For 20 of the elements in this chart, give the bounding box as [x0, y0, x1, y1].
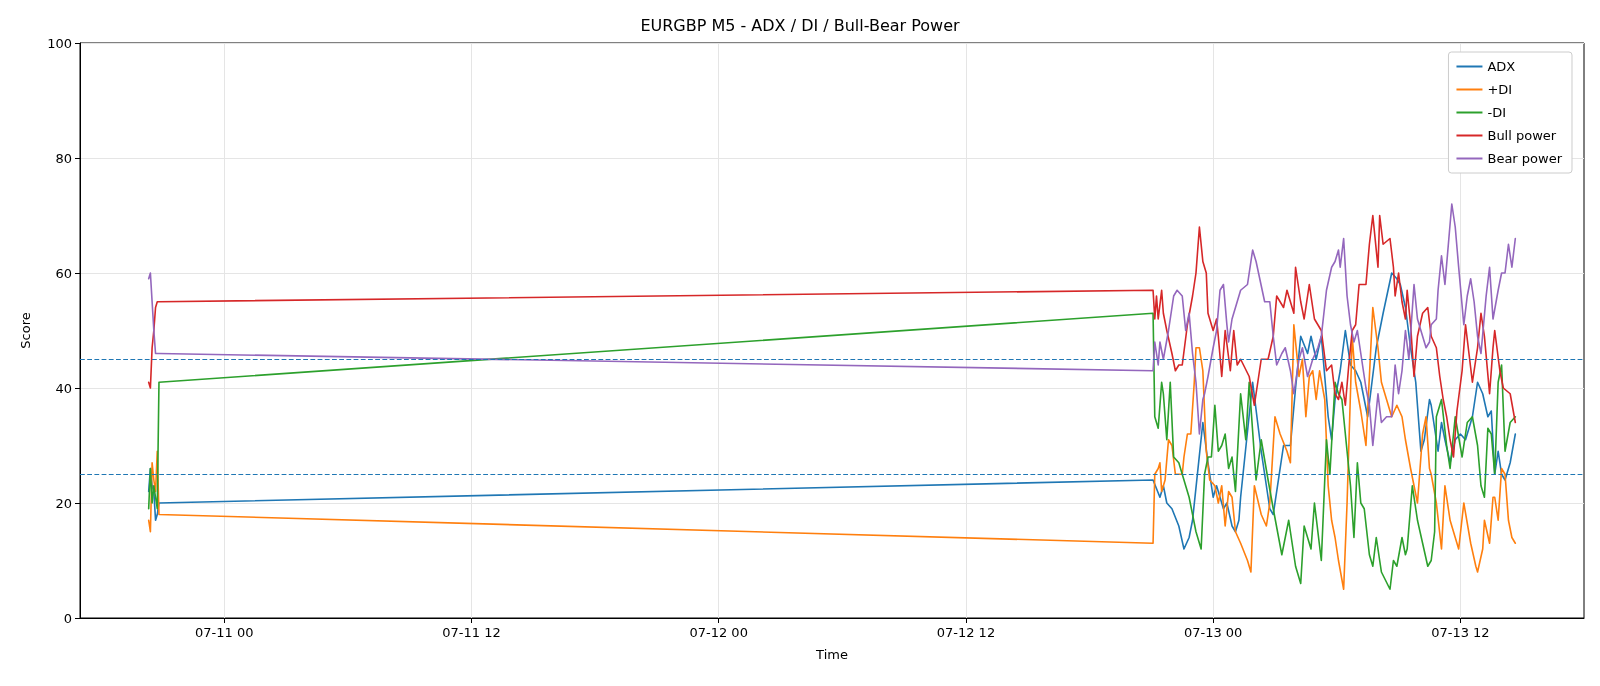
x-axis-title: Time	[815, 647, 848, 662]
y-tick-label: 0	[63, 610, 72, 626]
chart-title: EURGBP M5 - ADX / DI / Bull-Bear Power	[640, 15, 961, 35]
legend-label: Bull power	[1487, 128, 1557, 143]
x-tick-label: 07-12 12	[936, 625, 996, 640]
legend-label: ADX	[1487, 59, 1516, 74]
legend-label: Bear power	[1487, 151, 1563, 166]
y-tick-label: 40	[55, 380, 72, 396]
y-tick-label: 60	[55, 265, 72, 281]
legend-label: +DI	[1487, 82, 1513, 97]
y-axis-title: Score	[18, 312, 33, 349]
x-tick-label: 07-13 12	[1431, 625, 1490, 640]
legend-label: -DI	[1487, 105, 1507, 120]
x-tick-label: 07-11 12	[442, 625, 501, 640]
x-tick-label: 07-11 00	[194, 625, 254, 640]
x-tick-label: 07-13 00	[1183, 625, 1243, 640]
x-tick-label: 07-12 00	[689, 625, 748, 640]
y-tick-label: 80	[55, 150, 72, 166]
y-tick-label: 100	[47, 35, 72, 51]
y-tick-label: 20	[55, 495, 72, 511]
